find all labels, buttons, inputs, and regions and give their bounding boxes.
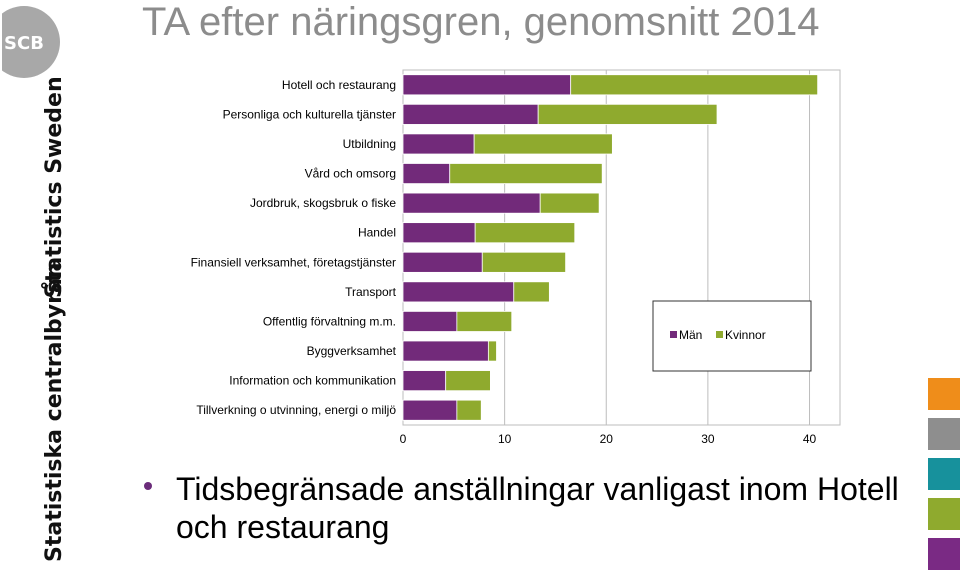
bar-man — [402, 281, 515, 303]
x-tick-label: 30 — [701, 432, 715, 446]
bar-man — [402, 74, 572, 96]
category-label: Vård och omsorg — [305, 167, 396, 181]
bar-kvinnor — [570, 74, 819, 96]
bar-kvinnor — [513, 281, 550, 303]
color-square-teal — [928, 458, 960, 490]
bar-kvinnor — [474, 222, 576, 244]
x-tick-label: 40 — [803, 432, 817, 446]
category-label: Byggverksamhet — [307, 344, 397, 358]
bar-man — [402, 163, 451, 185]
bullet-icon — [144, 482, 152, 490]
color-square-purple — [928, 538, 960, 570]
bar-man — [402, 133, 475, 155]
x-tick-label: 10 — [498, 432, 512, 446]
bar-kvinnor — [445, 370, 491, 392]
bar-kvinnor — [481, 251, 567, 273]
category-label: Hotell och restaurang — [282, 78, 396, 92]
bar-man — [402, 340, 489, 362]
category-label: Transport — [345, 285, 397, 299]
bar-man — [402, 310, 458, 332]
org-band: SCB Statistics Sweden Statistiska centra… — [0, 0, 98, 566]
bar-man — [402, 222, 476, 244]
legend-swatch — [670, 331, 677, 338]
category-label: Handel — [358, 226, 396, 240]
bar-kvinnor — [456, 399, 482, 421]
color-square-green — [928, 498, 960, 530]
logo-text: SCB — [4, 33, 44, 54]
bar-kvinnor — [456, 310, 513, 332]
x-tick-label: 0 — [400, 432, 407, 446]
bar-kvinnor — [537, 103, 718, 125]
bar-man — [402, 192, 541, 214]
color-square-orange — [928, 378, 960, 410]
caption-text: Tidsbegränsade anställningar vanligast i… — [176, 471, 899, 545]
x-tick-label: 20 — [600, 432, 614, 446]
page-title: TA efter näringsgren, genomsnitt 2014 — [142, 0, 820, 44]
legend-swatch — [716, 331, 723, 338]
bar-man — [402, 370, 447, 392]
bar-man — [402, 103, 539, 125]
color-square-gray — [928, 418, 960, 450]
category-label: Tillverkning o utvinning, energi o miljö — [196, 403, 396, 417]
bar-kvinnor — [487, 340, 497, 362]
bar-kvinnor — [539, 192, 600, 214]
category-label: Offentlig förvaltning m.m. — [263, 314, 396, 328]
category-label: Information och kommunikation — [229, 374, 396, 388]
bar-kvinnor — [449, 163, 603, 185]
category-label: Jordbruk, skogsbruk o fiske — [250, 196, 396, 210]
legend-label: Män — [679, 328, 702, 342]
legend-box — [652, 300, 812, 372]
category-label: Utbildning — [343, 137, 396, 151]
bar-man — [402, 251, 483, 273]
bar-kvinnor — [473, 133, 613, 155]
bar-man — [402, 399, 458, 421]
category-label: Finansiell verksamhet, företagstjänster — [191, 255, 396, 269]
legend-label: Kvinnor — [725, 328, 766, 342]
scb-logo: SCB — [2, 6, 60, 78]
category-label: Personliga och kulturella tjänster — [223, 107, 396, 121]
